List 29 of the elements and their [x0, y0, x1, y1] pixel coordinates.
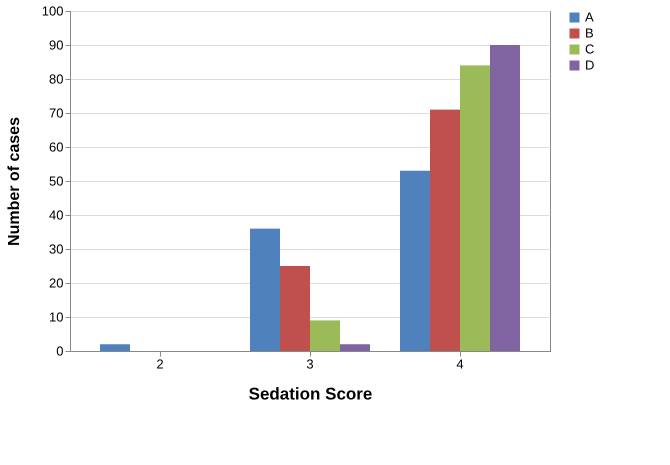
y-axis-title: Number of cases [6, 116, 23, 246]
y-tick-label: 20 [49, 276, 64, 290]
y-tick-label: 0 [56, 344, 64, 358]
bar [250, 228, 280, 351]
y-tick-label: 90 [49, 38, 64, 52]
bar [490, 45, 520, 351]
x-tick-label: 4 [456, 356, 464, 372]
legend-label: D [585, 58, 594, 72]
y-tick-label: 10 [49, 310, 64, 324]
y-tick-label: 30 [49, 242, 64, 256]
bar [430, 110, 460, 351]
legend-label: C [585, 42, 594, 56]
x-axis-title: Sedation Score [248, 384, 372, 404]
bar [280, 266, 310, 351]
x-tick-label: 2 [156, 356, 164, 372]
bar [310, 320, 340, 351]
y-tick-label: 80 [49, 72, 64, 86]
legend-label: B [585, 26, 594, 40]
y-tick-label: 60 [49, 140, 64, 154]
bar [400, 170, 430, 351]
y-tick-label: 100 [42, 4, 64, 18]
bar [460, 65, 490, 351]
legend-label: A [585, 10, 594, 24]
bar [340, 344, 370, 351]
y-tick-label: 70 [49, 106, 64, 120]
y-tick-label: 40 [49, 208, 64, 222]
y-tick-label: 50 [49, 174, 64, 188]
x-tick-label: 3 [306, 356, 314, 372]
bar [100, 344, 130, 351]
